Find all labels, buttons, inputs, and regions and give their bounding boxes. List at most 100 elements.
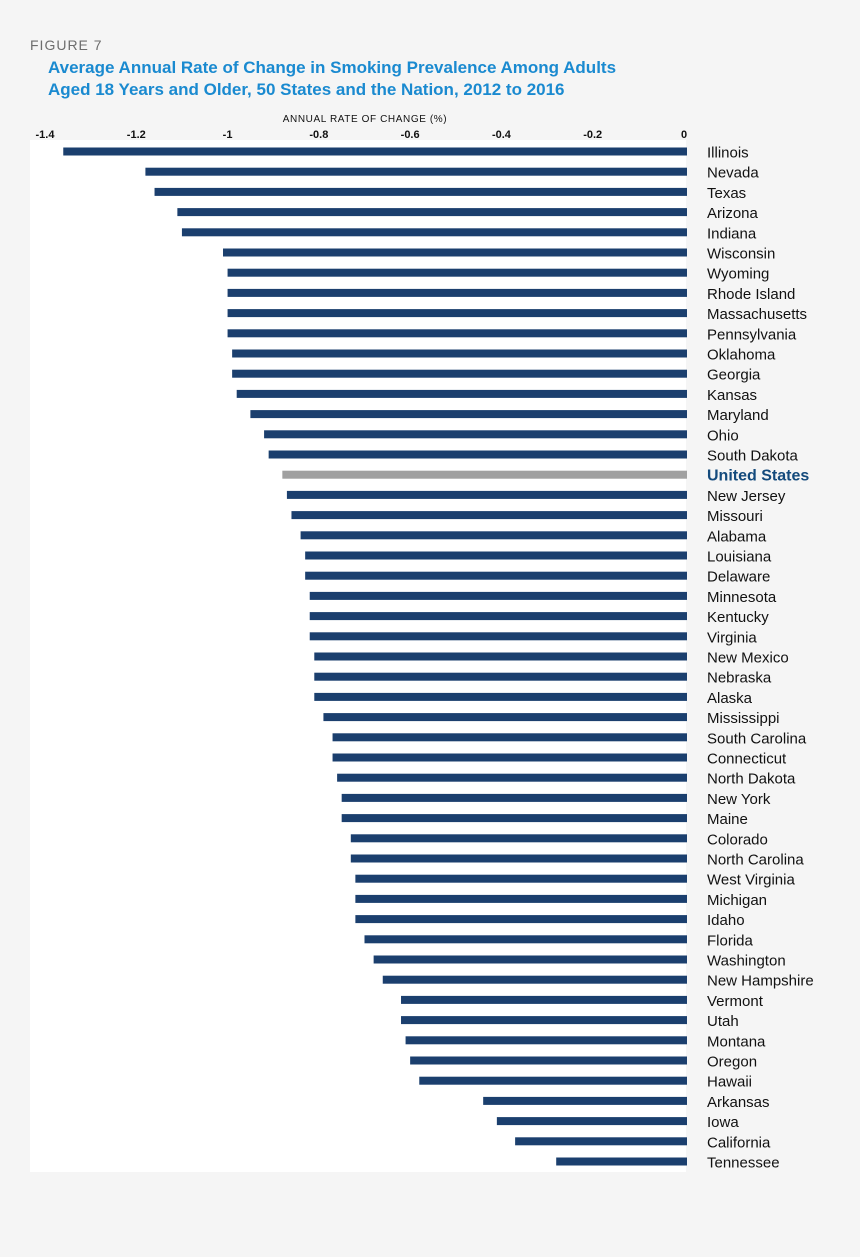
bar [355,894,687,903]
bar [232,349,687,358]
category-label: Kansas [707,387,757,404]
bar [227,268,688,277]
bar [515,1137,687,1146]
category-label: California [707,1134,771,1151]
category-label: Minnesota [707,589,777,606]
bar [337,773,687,782]
bar [341,814,687,823]
bar [314,692,687,701]
bar [382,975,687,984]
category-label: South Carolina [707,730,807,747]
bar [341,793,687,802]
bar [309,632,687,641]
bar [350,834,687,843]
category-label: Wyoming [707,266,769,283]
category-label: Virginia [707,629,757,646]
bar [410,1056,687,1065]
category-label: Washington [707,953,786,970]
category-label: Oklahoma [707,347,776,364]
bar [250,410,687,419]
bar [145,167,687,176]
category-label: Indiana [707,225,757,242]
x-tick-label: -0.2 [583,129,602,141]
category-label: West Virginia [707,872,795,889]
category-label: Ohio [707,427,739,444]
category-label: Michigan [707,892,767,909]
x-axis-title: ANNUAL RATE OF CHANGE (%) [283,114,447,125]
bar [268,450,687,459]
x-tick-label: -1.4 [36,129,56,141]
category-label: Alaska [707,690,753,707]
category-label: New Jersey [707,488,786,505]
category-label-highlight: United States [707,468,809,485]
category-label: North Dakota [707,771,796,788]
category-label: Delaware [707,569,770,586]
category-label: Colorado [707,831,768,848]
bar [314,672,687,681]
category-label: North Carolina [707,852,804,869]
bar [364,935,687,944]
category-label: Arizona [707,205,759,222]
bar [305,551,687,560]
category-label: Illinois [707,145,749,162]
category-label: Utah [707,1013,739,1030]
bar [177,208,687,217]
bar [309,591,687,600]
category-label: Vermont [707,993,764,1010]
category-label: Maryland [707,407,769,424]
bar [63,147,687,156]
category-label: Maine [707,811,748,828]
bar [373,955,687,964]
bar [314,652,687,661]
category-label: Nevada [707,165,759,182]
bar [496,1117,687,1126]
x-tick-label: 0 [681,129,687,141]
category-label: Mississippi [707,710,780,727]
x-tick-label: -1 [223,129,233,141]
category-label: Wisconsin [707,246,775,263]
category-labels: Illinois Nevada Texas Arizona Indiana Wiscons… [707,145,814,1172]
category-label: Missouri [707,508,763,525]
bars [63,147,688,1166]
category-label: Iowa [707,1114,739,1131]
category-label: South Dakota [707,448,799,465]
bar [556,1157,687,1166]
bar [227,329,688,338]
chart-title-line-1: Average Annual Rate of Change in Smoking… [48,58,617,77]
bar [332,733,687,742]
bar [236,389,687,398]
category-label: Montana [707,1033,766,1050]
category-label: Georgia [707,367,761,384]
bar [355,915,687,924]
bar [332,753,687,762]
category-label: New Mexico [707,650,789,667]
bar [350,854,687,863]
category-label: Idaho [707,912,745,929]
bar [264,430,687,439]
category-label: Florida [707,932,754,949]
bar [419,1076,687,1085]
category-label: Connecticut [707,751,787,768]
figure-label: FIGURE 7 [30,37,103,53]
bar [309,612,687,621]
chart-title: Average Annual Rate of Change in Smoking… [48,57,768,101]
bar [223,248,687,257]
bar [355,874,687,883]
category-label: Rhode Island [707,286,795,303]
bar-highlight [282,470,687,479]
bar [483,1096,687,1105]
category-label: Arkansas [707,1094,770,1111]
category-label: Texas [707,185,746,202]
x-tick-label: -0.4 [492,129,512,141]
bar [286,490,687,499]
bar [401,995,687,1004]
category-label: New Hampshire [707,973,814,990]
bar [232,369,687,378]
x-tick-label: -1.2 [127,129,146,141]
x-tick-label: -0.8 [309,129,328,141]
bar [181,228,687,237]
category-label: Oregon [707,1054,757,1071]
bar [305,571,687,580]
category-label: Nebraska [707,670,772,687]
